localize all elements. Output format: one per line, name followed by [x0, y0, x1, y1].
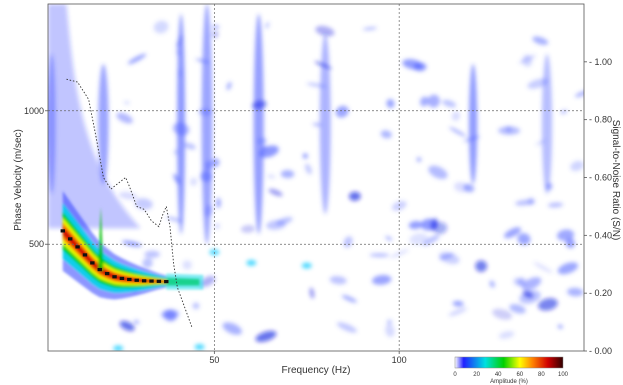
y2-tick-label: - 0.40	[589, 230, 612, 240]
dispersion-pick-point	[156, 279, 162, 283]
colorbar-tick-label: 80	[538, 372, 545, 378]
dispersion-pick-point	[75, 245, 80, 249]
dispersion-pick-point	[82, 253, 88, 257]
dispersion-pick-point	[90, 261, 95, 265]
colorbar-tick-label: 0	[453, 372, 457, 378]
dispersion-pick-point	[60, 229, 65, 233]
dispersion-pick-point	[127, 277, 132, 282]
y2-tick-label: - 0.20	[589, 288, 612, 298]
colorbar: 0 20 40 60 80 100 Amplitude (%)	[453, 356, 569, 385]
dispersion-pick-point	[67, 237, 73, 241]
dispersion-pick-point	[97, 267, 102, 272]
dispersion-pick-point	[119, 276, 125, 280]
y-tick-label: 500	[29, 239, 44, 249]
dispersion-pick-point	[104, 271, 110, 276]
dispersion-pick-point	[112, 275, 117, 279]
colorbar-tick-label: 40	[495, 372, 502, 378]
grid-lines	[48, 4, 584, 351]
x-tick-label: 100	[392, 355, 407, 365]
colorbar-title: Amplitude (%)	[490, 379, 528, 385]
colorbar-gradient	[454, 356, 564, 369]
y2-tick-label: - 0.80	[589, 115, 612, 125]
dispersion-pick-point	[134, 278, 139, 282]
colorbar-ticks: 0 20 40 60 80 100	[453, 372, 568, 378]
x-axis-title: Frequency (Hz)	[282, 365, 351, 376]
x-tick-label: 50	[209, 355, 219, 365]
colorbar-tick-label: 60	[516, 372, 523, 378]
dispersion-picks	[60, 229, 169, 284]
y-axis-ticks: 500 1000	[24, 106, 48, 249]
y-axis-title: Phase Velocity (m/sec)	[13, 129, 24, 231]
colorbar-tick-label: 20	[473, 372, 480, 378]
amplitude-texture	[48, 4, 584, 351]
y2-tick-label: - 0.00	[589, 346, 612, 356]
y2-axis-ticks: - 0.00 - 0.20 - 0.40 - 0.60 - 0.80 - 1.00	[584, 57, 612, 356]
colorbar-tick-label: 100	[558, 372, 569, 378]
x-axis-ticks: 50 100	[209, 351, 407, 365]
plot-area	[48, 4, 584, 351]
fundamental-mode-band	[62, 190, 204, 300]
y2-tick-label: - 0.60	[589, 173, 612, 183]
dispersion-pick-point	[164, 280, 169, 284]
y-tick-label: 1000	[24, 106, 44, 116]
dispersion-pick-point	[149, 279, 154, 283]
y2-tick-label: - 1.00	[589, 57, 612, 67]
y2-axis-title: Signal-to-Noise Ratio (S/N)	[610, 120, 621, 241]
snr-curve	[66, 78, 193, 329]
dispersion-pick-point	[141, 279, 147, 283]
